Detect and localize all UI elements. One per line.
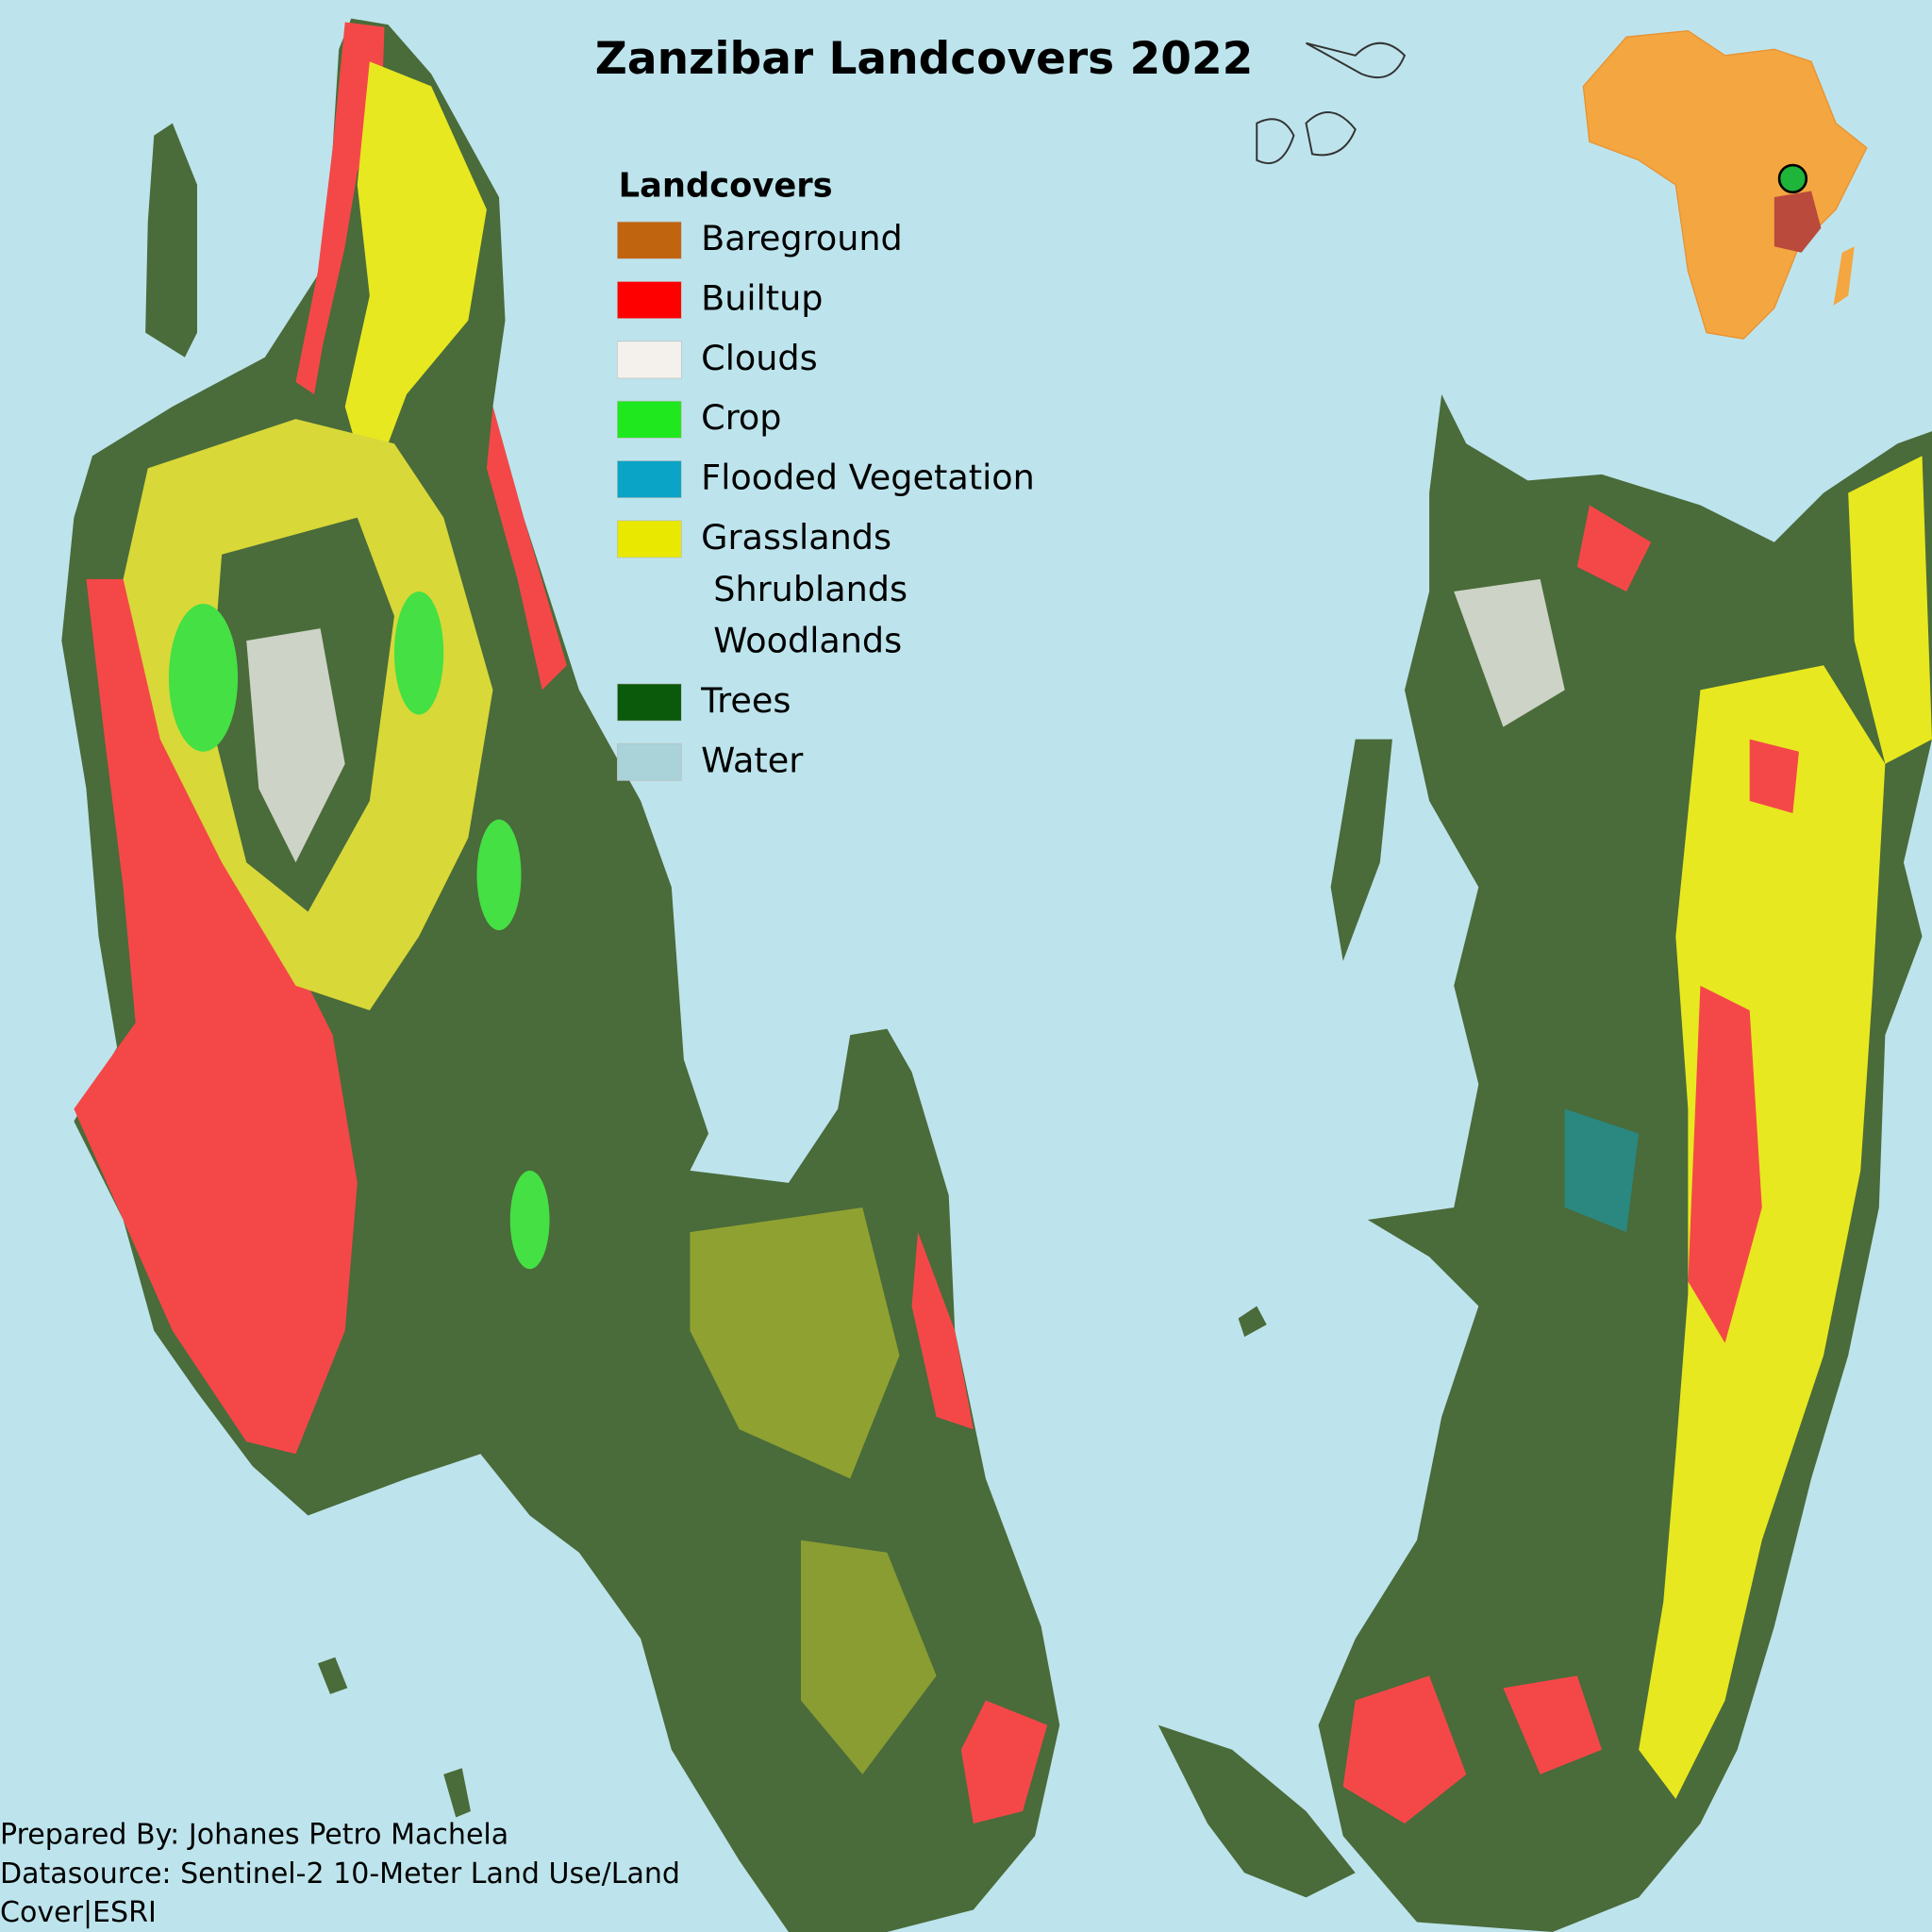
legend-label: Grasslands [701,517,891,558]
islet [145,123,197,358]
legend-swatch [617,460,682,498]
legend-label: Clouds [701,338,818,378]
tanzania [1774,191,1822,253]
builtup-area [911,1232,974,1430]
legend-swatch [617,520,682,558]
legend-label: Builtup [701,278,823,319]
clove-illustration [1256,42,1407,165]
madagascar [1833,246,1855,306]
credit-line: Prepared By: Johanes Petro Machela [0,1819,508,1852]
islet [1330,739,1392,961]
legend-label: Water [701,740,804,780]
builtup-area [1749,739,1799,814]
builtup-area [1688,985,1762,1343]
islet [317,1657,348,1694]
crop-area [476,819,522,931]
locator-map [1582,29,1868,340]
builtup-area [295,22,385,394]
credit-line: Datasource: Sentinel-2 10-Meter Land Use… [0,1857,680,1890]
legend-label: Flooded Vegetation [701,458,1035,498]
legend-swatch [617,742,682,781]
cloud-area [246,628,345,863]
builtup-area [1503,1675,1602,1774]
legend: Landcovers Bareground Builtup Clouds Crop Fl… [617,167,1035,781]
builtup-area [960,1700,1048,1824]
grassland-area [1848,456,1932,764]
islet [443,1768,471,1818]
pemba-island [1318,393,1932,1932]
legend-swatch [617,341,682,379]
legend-swatch [617,281,682,319]
crop-area [509,1170,550,1270]
flooded-area [1564,1108,1640,1233]
grassland-area [690,1208,900,1479]
map-title: Zanzibar Landcovers 2022 [595,33,1254,85]
legend-label: Crop [701,397,781,438]
crop-area [168,604,239,752]
builtup-area [486,407,567,691]
cloud-area [1454,578,1565,727]
location-pin [1777,163,1808,194]
builtup-area [1576,505,1652,591]
legend-label: Woodlands [713,621,902,661]
legend-swatch [617,683,682,722]
islet [1238,1306,1267,1338]
builtup-area [74,578,358,1455]
credit-line: Cover|ESRI [0,1896,157,1929]
unguja-island [61,18,1060,1932]
builtup-area [1342,1675,1467,1824]
legend-label: Bareground [701,218,903,258]
islet [1158,1724,1356,1898]
legend-title: Landcovers [619,167,833,206]
legend-swatch [617,400,682,439]
grassland-area [800,1540,937,1774]
grassland-area [1639,665,1886,1799]
africa [1582,29,1868,340]
legend-label: Shrublands [713,569,908,609]
legend-label: Trees [700,680,791,721]
legend-swatch [617,221,682,259]
crop-area [393,591,444,715]
grassland-area [344,61,487,493]
credits: Prepared By: Johanes Petro Machela Dataso… [0,1819,680,1929]
